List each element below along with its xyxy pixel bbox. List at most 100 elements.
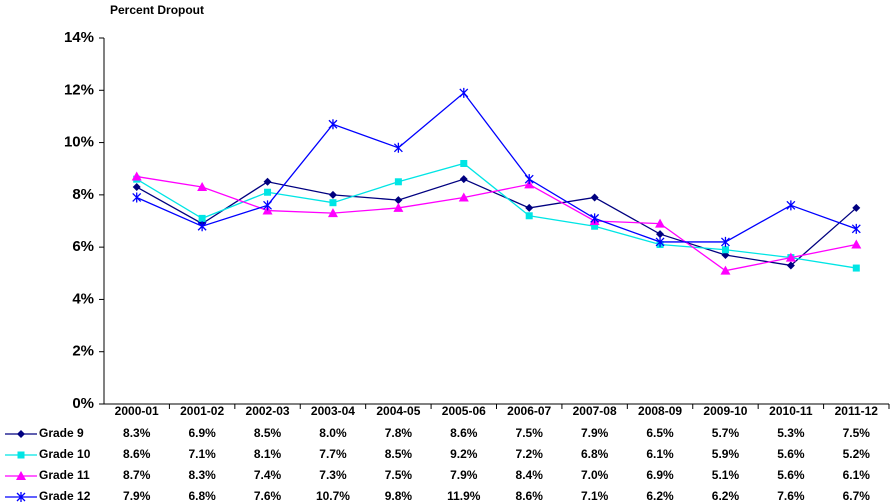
table-value: 9.2%: [450, 447, 478, 461]
table-value: 8.6%: [123, 447, 151, 461]
table-value: 6.2%: [712, 489, 740, 503]
marker: [394, 178, 402, 186]
table-value: 8.3%: [188, 468, 216, 482]
table-value: 5.1%: [712, 468, 740, 482]
marker: [132, 183, 141, 192]
marker: [131, 171, 142, 181]
marker: [263, 177, 272, 186]
table-value: 11.9%: [447, 489, 481, 503]
marker: [590, 193, 599, 202]
x-tick-label: 2001-02: [180, 404, 224, 418]
marker: [328, 119, 338, 130]
table-value: 7.5%: [385, 468, 413, 482]
marker: [655, 236, 665, 247]
table-value: 7.1%: [188, 447, 216, 461]
table-value: 6.9%: [646, 468, 674, 482]
marker: [656, 230, 665, 239]
x-tick-label: 2008-09: [638, 404, 682, 418]
marker: [328, 190, 337, 199]
table-value: 7.9%: [581, 426, 609, 440]
marker: [393, 142, 403, 153]
marker: [721, 246, 729, 254]
table-value: 5.2%: [843, 447, 871, 461]
series-line: [136, 175, 857, 272]
marker: [786, 261, 795, 270]
marker: [17, 451, 25, 459]
marker: [851, 239, 862, 249]
table-value: 7.9%: [450, 468, 478, 482]
x-tick-label: 2009-10: [703, 404, 747, 418]
marker: [655, 218, 666, 228]
table-value: 7.5%: [843, 426, 871, 440]
marker: [16, 492, 26, 502]
marker: [329, 199, 337, 207]
legend-label: Grade 9: [39, 426, 84, 440]
y-tick-label: 0%: [72, 395, 94, 412]
x-tick-label: 2011-12: [835, 404, 879, 418]
marker: [16, 471, 26, 480]
table-value: 7.8%: [385, 426, 413, 440]
marker: [851, 223, 861, 234]
y-tick-label: 8%: [72, 186, 94, 203]
table-value: 5.7%: [712, 426, 740, 440]
table-value: 7.0%: [581, 468, 609, 482]
marker: [852, 264, 860, 272]
x-tick-label: 2000-01: [115, 404, 159, 418]
marker: [197, 182, 208, 192]
table-value: 5.9%: [712, 447, 740, 461]
table-value: 8.1%: [254, 447, 282, 461]
marker: [458, 192, 469, 202]
x-tick-label: 2010-11: [769, 404, 813, 418]
marker: [393, 202, 404, 212]
table-value: 5.6%: [777, 468, 805, 482]
table-value: 7.9%: [123, 489, 151, 503]
marker: [197, 221, 207, 232]
table-value: 7.2%: [516, 447, 544, 461]
marker: [590, 213, 600, 224]
table-value: 8.5%: [254, 426, 282, 440]
x-tick-label: 2007-08: [573, 404, 617, 418]
series-line: [136, 162, 857, 269]
table-value: 8.6%: [450, 426, 478, 440]
table-value: 8.4%: [516, 468, 544, 482]
table-value: 6.8%: [188, 489, 216, 503]
marker: [198, 214, 206, 222]
marker: [525, 203, 534, 212]
marker: [17, 430, 25, 438]
marker: [460, 159, 468, 167]
x-tick-label: 2002-03: [246, 404, 290, 418]
table-value: 6.8%: [581, 447, 609, 461]
legend-label: Grade 11: [39, 468, 90, 482]
marker: [327, 208, 338, 218]
marker: [720, 265, 731, 275]
table-value: 7.1%: [581, 489, 609, 503]
table-value: 8.5%: [385, 447, 413, 461]
y-tick-label: 2%: [72, 343, 94, 360]
marker: [264, 188, 272, 196]
marker: [394, 196, 403, 205]
table-value: 5.3%: [777, 426, 805, 440]
marker: [524, 174, 534, 185]
table-value: 6.1%: [646, 447, 674, 461]
table-value: 8.6%: [516, 489, 544, 503]
table-value: 8.0%: [319, 426, 347, 440]
table-value: 8.7%: [123, 468, 151, 482]
series-line: [136, 91, 857, 243]
legend-label: Grade 12: [39, 489, 91, 503]
series-line: [136, 178, 857, 267]
table-value: 10.7%: [316, 489, 350, 503]
table-value: 7.4%: [254, 468, 282, 482]
table-value: 9.8%: [385, 489, 413, 503]
y-tick-label: 12%: [64, 81, 94, 98]
y-tick-label: 10%: [64, 134, 94, 151]
table-value: 8.3%: [123, 426, 151, 440]
table-value: 7.6%: [777, 489, 805, 503]
marker: [720, 236, 730, 247]
table-value: 7.3%: [319, 468, 347, 482]
table-value: 7.7%: [319, 447, 347, 461]
table-value: 6.5%: [646, 426, 674, 440]
marker: [785, 252, 796, 262]
table-value: 7.6%: [254, 489, 282, 503]
table-value: 6.7%: [843, 489, 871, 503]
